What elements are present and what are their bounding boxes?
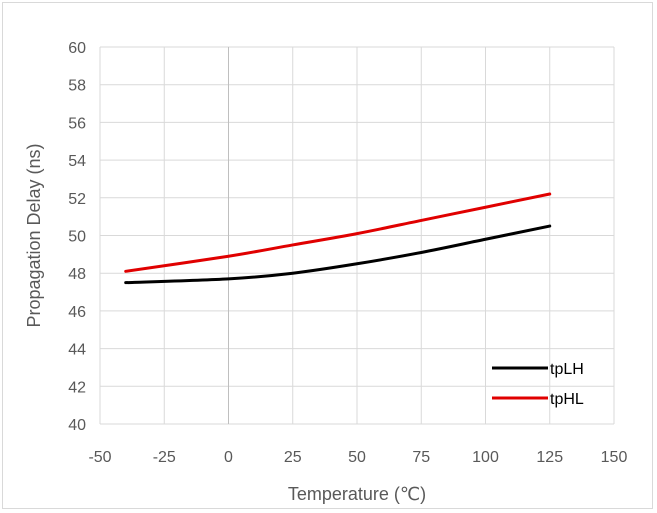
- y-tick-label: 50: [68, 229, 86, 246]
- x-tick-label: 100: [472, 449, 499, 466]
- y-tick-labels: 40 42 44 46 48 50 52 54 56 58 60: [68, 40, 86, 434]
- x-tick-label: -25: [153, 449, 176, 466]
- y-tick-label: 58: [68, 78, 86, 95]
- y-tick-label: 54: [68, 153, 86, 170]
- x-tick-label: 150: [601, 449, 628, 466]
- x-tick-label: -50: [88, 449, 111, 466]
- y-tick-label: 40: [68, 417, 86, 434]
- x-axis-title: Temperature (℃): [288, 484, 426, 504]
- y-tick-label: 60: [68, 40, 86, 57]
- x-tick-label: 25: [284, 449, 302, 466]
- y-tick-label: 48: [68, 266, 86, 283]
- x-tick-label: 75: [412, 449, 430, 466]
- y-tick-label: 56: [68, 115, 86, 132]
- series-lines: [124, 192, 552, 285]
- x-tick-label: 0: [224, 449, 233, 466]
- y-tick-label: 52: [68, 191, 86, 208]
- x-tick-label: 50: [348, 449, 366, 466]
- y-tick-label: 46: [68, 304, 86, 321]
- x-tick-labels: -50 -25 0 25 50 75 100 125 150: [88, 449, 627, 466]
- x-tick-label: 125: [536, 449, 563, 466]
- series-line-tplh: [124, 224, 552, 285]
- y-tick-label: 42: [68, 379, 86, 396]
- y-axis-title: Propagation Delay (ns): [24, 143, 44, 327]
- series-line-tphl: [124, 192, 552, 273]
- y-tick-label: 44: [68, 342, 86, 359]
- legend-label-tplh: tpLH: [550, 361, 584, 378]
- legend: tpLH tpHL: [492, 361, 584, 408]
- legend-label-tphl: tpHL: [550, 391, 584, 408]
